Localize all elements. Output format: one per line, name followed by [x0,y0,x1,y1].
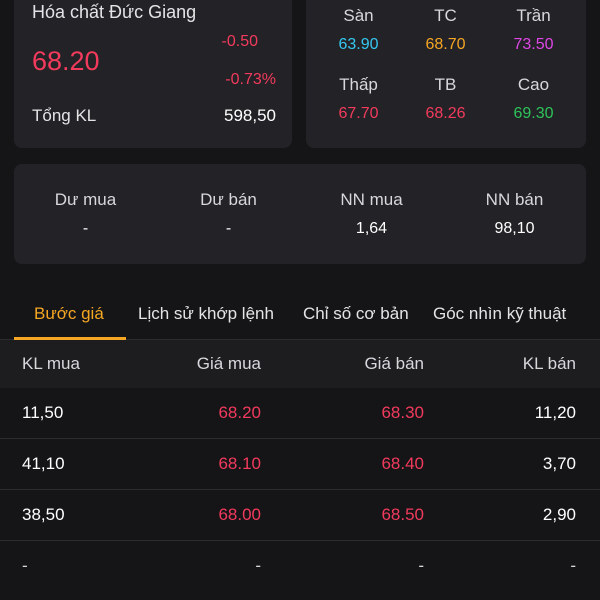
flow-value: 1,64 [355,220,388,237]
bid-price-cell: 68.20 [218,403,261,422]
price-level-value: 68.70 [425,36,466,53]
order-book-header: KL mua Giá mua Giá bán KL bán [0,340,600,388]
sell-volume-cell: 11,20 [534,403,576,422]
price-level-label: TB [434,75,457,94]
buy-volume-cell: - [22,556,28,575]
order-flow-card: Dư mua - Dư bán - NN mua 1,64 NN bán 98,… [14,164,586,264]
stock-summary-card: Hóa chất Đức Giang 68.20 -0.50 -0.73% Tổ… [14,0,292,148]
header-buy-volume: KL mua [22,354,80,373]
stock-name: Hóa chất Đức Giang [32,2,197,22]
price-levels-card: Sàn 63.90 TC 68.70 Trần 73.50 Thấp 67.70… [306,0,586,148]
ask-price-cell: - [418,556,424,575]
flow-value: - [82,220,89,237]
header-ask-price: Giá bán [364,354,424,373]
bid-price-cell: - [255,556,261,575]
flow-label: Dư bán [200,190,257,209]
price-level-average: TB 68.26 [399,75,492,123]
price-level-floor: Sàn 63.90 [312,6,405,54]
sell-volume-cell: 2,90 [542,505,576,524]
price-level-low: Thấp 67.70 [312,75,405,123]
ask-price-cell: 68.30 [381,403,424,422]
flow-buy-surplus: Dư mua - [14,190,157,238]
price-level-value: 69.30 [513,105,554,122]
flow-foreign-buy: NN mua 1,64 [300,190,443,238]
header-sell-volume: KL bán [522,354,576,373]
price-level-label: Sàn [343,6,374,25]
stock-change: -0.50 [221,33,258,50]
price-level-ceiling: Trần 73.50 [487,6,580,54]
price-level-label: Cao [517,75,550,94]
tab-technical-view[interactable]: Góc nhìn kỹ thuật [433,304,567,323]
flow-value: 98,10 [494,220,535,237]
tab-price-steps[interactable]: Bước giá [34,304,104,323]
tab-match-history[interactable]: Lịch sử khớp lệnh [138,304,274,323]
price-level-value: 67.70 [338,105,379,122]
buy-volume-cell: 11,50 [22,403,64,422]
flow-label: NN mua [340,190,403,209]
flow-label: NN bán [485,190,544,209]
price-level-label: Thấp [339,75,378,94]
flow-value: - [225,220,232,237]
price-level-high: Cao 69.30 [487,75,580,123]
price-level-reference: TC 68.70 [399,6,492,54]
table-row: 38,50 68.00 68.50 2,90 [0,490,600,541]
ask-price-cell: 68.40 [381,454,424,473]
price-level-value: 68.26 [425,105,466,122]
stock-price: 68.20 [32,46,100,76]
price-level-value: 73.50 [513,36,554,53]
flow-sell-surplus: Dư bán - [157,190,300,238]
table-row: 41,10 68.10 68.40 3,70 [0,439,600,490]
ask-price-cell: 68.50 [381,505,424,524]
bid-price-cell: 68.10 [218,454,261,473]
price-level-label: TC [434,6,457,25]
stock-change-percent: -0.73% [225,71,276,88]
total-volume-label: Tổng KL [32,106,97,125]
sell-volume-cell: - [570,556,576,575]
tab-bar: Bước giá Lịch sử khớp lệnh Chỉ số cơ bản… [0,292,600,340]
tab-fundamentals[interactable]: Chỉ số cơ bản [303,304,409,323]
buy-volume-cell: 41,10 [22,454,65,473]
table-row: - - - - [0,541,600,592]
total-volume-value: 598,50 [224,106,276,125]
header-bid-price: Giá mua [196,354,261,373]
bid-price-cell: 68.00 [218,505,261,524]
active-tab-indicator [14,337,126,340]
buy-volume-cell: 38,50 [22,505,65,524]
price-level-label: Trần [516,6,551,25]
flow-foreign-sell: NN bán 98,10 [443,190,586,238]
sell-volume-cell: 3,70 [542,454,576,473]
table-row: 11,50 68.20 68.30 11,20 [0,388,600,439]
flow-label: Dư mua [54,190,117,209]
price-level-value: 63.90 [338,36,379,53]
